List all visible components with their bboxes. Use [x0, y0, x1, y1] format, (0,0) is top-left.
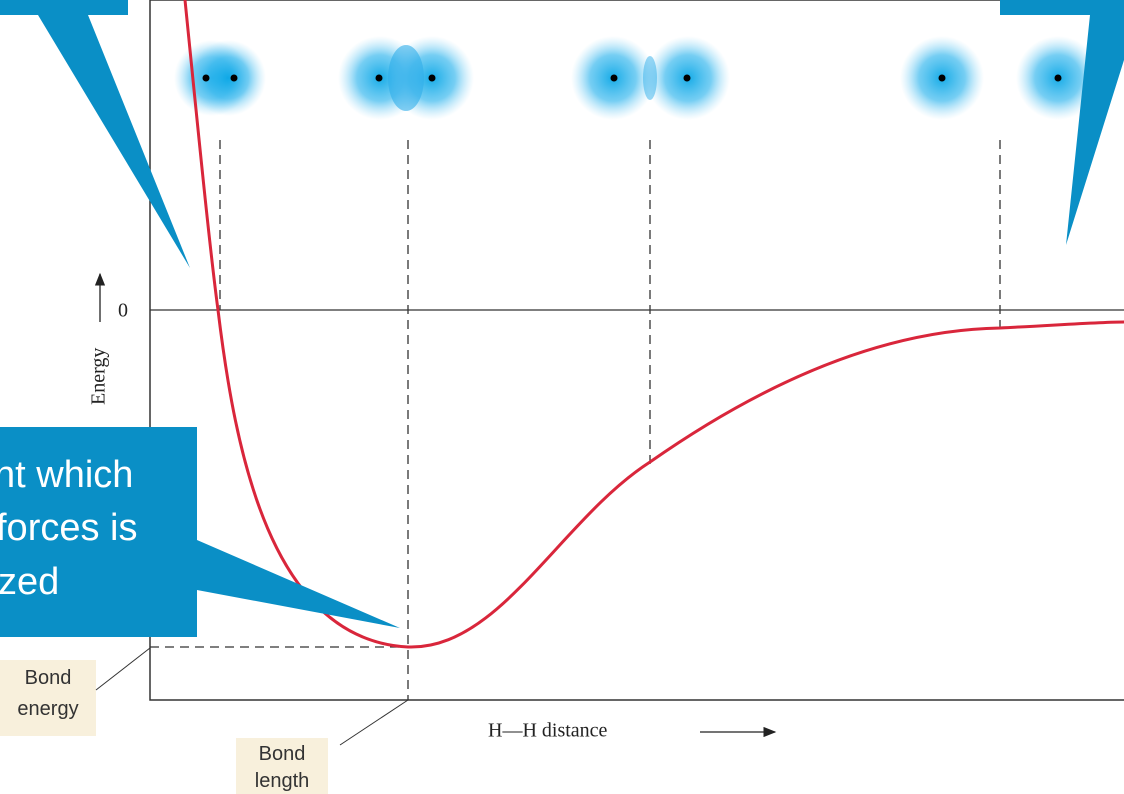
- callout-text: zed: [0, 561, 59, 603]
- callout-text: nt which: [0, 454, 133, 496]
- zero-label: 0: [118, 300, 128, 322]
- background: [0, 0, 1124, 794]
- diagram: 0 Energy H—H distance Bond energy Bond l…: [0, 0, 1124, 794]
- bond-length-label: length: [255, 770, 310, 792]
- y-label: Energy: [88, 348, 110, 405]
- x-label: H—H distance: [488, 720, 608, 742]
- bond-energy-label: Bond: [25, 667, 72, 689]
- callout-text: forces is: [0, 507, 137, 549]
- bond-energy-label: energy: [17, 698, 78, 720]
- bond-length-label: Bond: [259, 743, 306, 765]
